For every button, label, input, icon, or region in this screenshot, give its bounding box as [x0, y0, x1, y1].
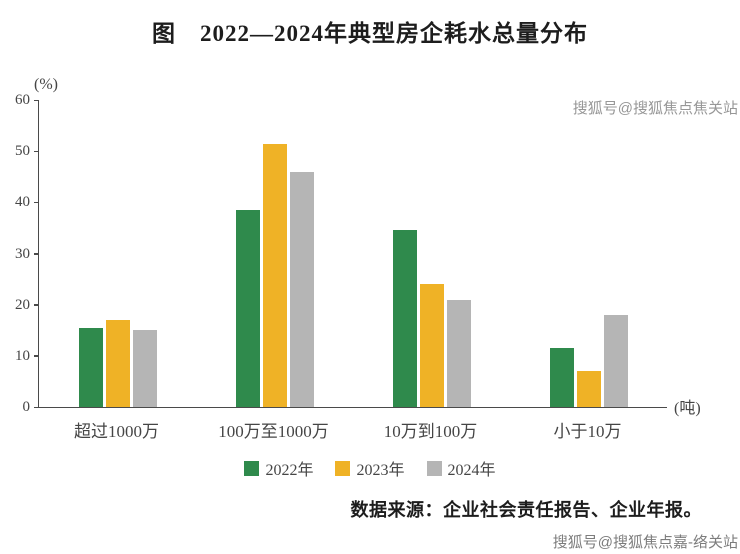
chart-title: 图 2022—2024年典型房企耗水总量分布	[152, 21, 588, 46]
x-category-label: 100万至1000万	[218, 422, 329, 441]
y-tick-mark	[34, 99, 39, 101]
legend-item: 2024年	[426, 456, 496, 480]
legend-swatch	[426, 460, 442, 476]
y-tick-mark	[34, 355, 39, 357]
y-tick-label: 0	[22, 399, 31, 415]
bar	[78, 327, 103, 407]
legend: 2022年 2023年 2024年	[0, 456, 740, 480]
legend-label: 2024年	[447, 462, 496, 479]
bars-container	[39, 100, 667, 407]
bar-group	[353, 100, 510, 407]
bar	[419, 284, 444, 407]
bar	[603, 314, 628, 407]
y-tick-mark	[34, 253, 39, 255]
x-axis-categories: 超过1000万 100万至1000万 10万到100万 小于10万	[38, 417, 666, 442]
y-tick-label: 20	[15, 296, 30, 313]
plot-area: 0 10 20 30 40 50 60	[15, 92, 667, 415]
watermark-bottom: 搜狐号@搜狐焦点嘉-络关站	[552, 534, 738, 551]
bar	[576, 371, 601, 407]
y-tick-mark	[34, 304, 39, 306]
bar	[132, 330, 157, 407]
y-tick-label: 50	[15, 143, 30, 160]
bar	[105, 320, 130, 407]
y-tick-label: 10	[15, 347, 30, 364]
bar-group	[510, 100, 667, 407]
y-axis-unit-label: (%)	[34, 76, 58, 93]
source-note: 数据来源：企业社会责任报告、企业年报。	[350, 500, 702, 520]
x-category-label: 小于10万	[553, 422, 622, 441]
bar	[262, 143, 287, 407]
y-tick-label: 40	[15, 194, 30, 211]
y-tick-label: 30	[15, 245, 30, 262]
legend-swatch	[335, 460, 351, 476]
legend-item: 2022年	[244, 456, 313, 480]
legend-label: 2023年	[356, 462, 405, 479]
watermark-top: 搜狐号@搜狐焦点焦关站	[572, 100, 738, 117]
bar-group	[196, 100, 353, 407]
y-axis-ticks: 0 10 20 30 40 50 60	[15, 92, 667, 415]
x-category-label: 10万到100万	[383, 422, 478, 441]
y-tick-mark	[34, 150, 39, 153]
bar	[392, 230, 417, 407]
bar	[446, 299, 471, 407]
x-axis-unit-label: (吨)	[674, 400, 701, 417]
y-tick-label: 60	[15, 92, 30, 108]
legend-item: 2023年	[335, 456, 405, 480]
x-category-label: 超过1000万	[74, 422, 159, 441]
bar	[235, 210, 260, 407]
bar	[289, 171, 314, 407]
legend-swatch	[244, 460, 260, 476]
bar-group	[39, 100, 196, 407]
y-tick-mark	[34, 406, 39, 408]
bar	[549, 348, 574, 407]
y-tick-mark	[34, 201, 39, 204]
legend-label: 2022年	[265, 462, 314, 479]
